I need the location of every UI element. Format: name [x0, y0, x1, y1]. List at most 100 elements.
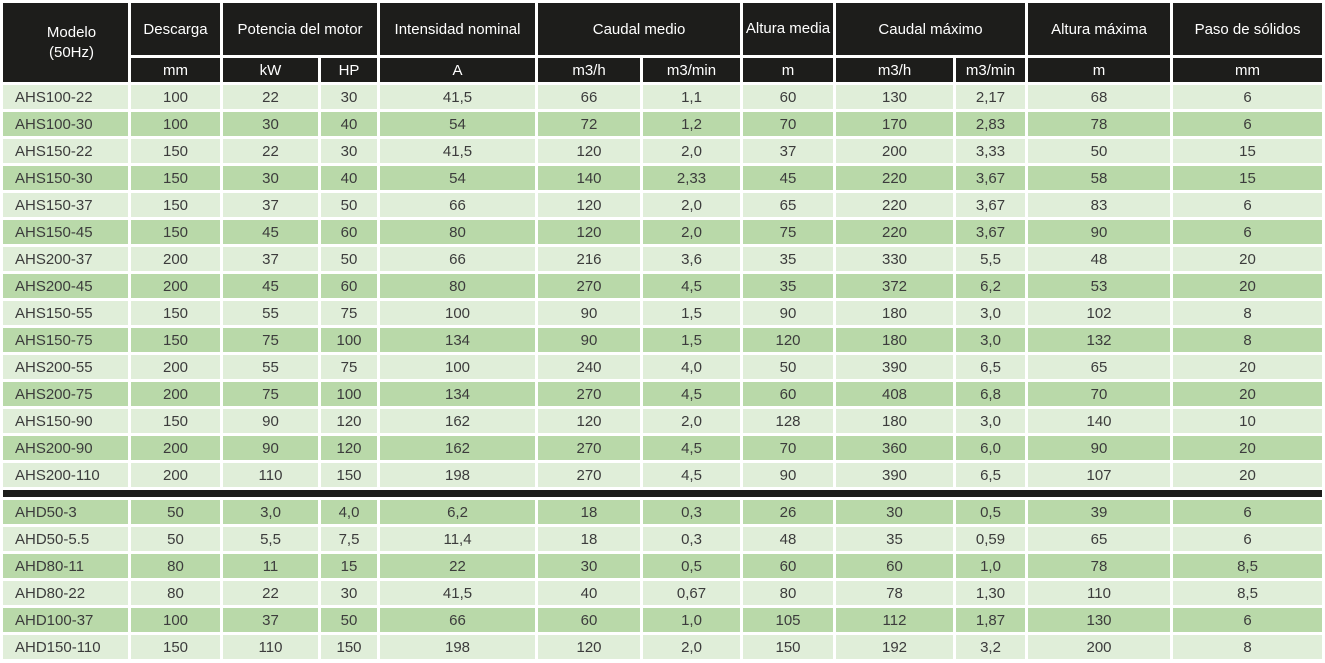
- value-cell: 35: [836, 527, 954, 551]
- header-group-row: Modelo (50Hz) Descarga Potencia del moto…: [3, 3, 1323, 82]
- value-cell: 150: [321, 635, 378, 659]
- unit-caudal-medio-m3min: m3/min: [643, 58, 741, 82]
- unit-altura-media-m: m: [743, 58, 834, 82]
- value-cell: 162: [380, 436, 536, 460]
- value-cell: 41,5: [380, 581, 536, 605]
- value-cell: 5,5: [223, 527, 318, 551]
- value-cell: 20: [1173, 436, 1323, 460]
- table-row: AHS150-30 150 30 40 54 140 2,33 45 220 3,67 58 15: [3, 166, 1323, 190]
- value-cell: 58: [1028, 166, 1171, 190]
- table-row: AHS150-22 150 22 30 41,5 120 2,0 37 200 3,33 50 15: [3, 139, 1323, 163]
- model-cell: AHS200-75: [3, 382, 128, 406]
- value-cell: 216: [538, 247, 641, 271]
- value-cell: 6: [1173, 220, 1323, 244]
- value-cell: 30: [321, 581, 378, 605]
- value-cell: 150: [131, 193, 220, 217]
- value-cell: 75: [743, 220, 834, 244]
- model-cell: AHD100-37: [3, 608, 128, 632]
- value-cell: 270: [538, 382, 641, 406]
- value-cell: 65: [1028, 527, 1171, 551]
- value-cell: 80: [743, 581, 834, 605]
- value-cell: 162: [380, 409, 536, 433]
- value-cell: 110: [1028, 581, 1171, 605]
- value-cell: 100: [131, 608, 220, 632]
- table-row: AHS150-45 150 45 60 80 120 2,0 75 220 3,67 90 6: [3, 220, 1323, 244]
- value-cell: 80: [380, 220, 536, 244]
- header-descarga: Descarga: [131, 3, 220, 55]
- value-cell: 220: [836, 166, 954, 190]
- value-cell: 1,2: [643, 112, 741, 136]
- value-cell: 4,5: [643, 463, 741, 487]
- value-cell: 78: [836, 581, 954, 605]
- table-row: AHD80-11 80 11 15 22 30 0,5 60 60 1,0 78 8,5: [3, 554, 1323, 578]
- unit-kw: kW: [223, 58, 318, 82]
- value-cell: 66: [380, 247, 536, 271]
- value-cell: 75: [223, 328, 318, 352]
- unit-caudal-maximo-m3min: m3/min: [956, 58, 1026, 82]
- value-cell: 390: [836, 355, 954, 379]
- table-row: AHS200-45 200 45 60 80 270 4,5 35 372 6,2 53 20: [3, 274, 1323, 298]
- model-cell: AHS150-90: [3, 409, 128, 433]
- value-cell: 8: [1173, 635, 1323, 659]
- model-cell: AHD150-110: [3, 635, 128, 659]
- value-cell: 72: [538, 112, 641, 136]
- value-cell: 134: [380, 328, 536, 352]
- header-altura-maxima: Altura máxima: [1028, 3, 1171, 55]
- value-cell: 120: [538, 409, 641, 433]
- value-cell: 110: [223, 463, 318, 487]
- value-cell: 3,6: [643, 247, 741, 271]
- value-cell: 100: [380, 301, 536, 325]
- value-cell: 26: [743, 500, 834, 524]
- value-cell: 3,67: [956, 220, 1026, 244]
- section-separator-bar: [3, 490, 1323, 497]
- value-cell: 200: [131, 355, 220, 379]
- value-cell: 130: [836, 85, 954, 109]
- value-cell: 30: [836, 500, 954, 524]
- value-cell: 2,0: [643, 139, 741, 163]
- value-cell: 90: [1028, 436, 1171, 460]
- value-cell: 6,5: [956, 355, 1026, 379]
- model-cell: AHS150-22: [3, 139, 128, 163]
- value-cell: 50: [743, 355, 834, 379]
- value-cell: 30: [538, 554, 641, 578]
- value-cell: 128: [743, 409, 834, 433]
- value-cell: 15: [321, 554, 378, 578]
- value-cell: 132: [1028, 328, 1171, 352]
- value-cell: 30: [223, 112, 318, 136]
- value-cell: 30: [223, 166, 318, 190]
- value-cell: 6: [1173, 500, 1323, 524]
- value-cell: 0,67: [643, 581, 741, 605]
- value-cell: 408: [836, 382, 954, 406]
- value-cell: 60: [538, 608, 641, 632]
- value-cell: 45: [743, 166, 834, 190]
- value-cell: 0,5: [643, 554, 741, 578]
- value-cell: 20: [1173, 382, 1323, 406]
- value-cell: 130: [1028, 608, 1171, 632]
- value-cell: 4,5: [643, 274, 741, 298]
- value-cell: 55: [223, 355, 318, 379]
- value-cell: 55: [223, 301, 318, 325]
- value-cell: 2,0: [643, 635, 741, 659]
- model-cell: AHS200-110: [3, 463, 128, 487]
- value-cell: 66: [380, 193, 536, 217]
- value-cell: 150: [131, 166, 220, 190]
- model-cell: AHS150-30: [3, 166, 128, 190]
- value-cell: 150: [131, 301, 220, 325]
- value-cell: 41,5: [380, 139, 536, 163]
- value-cell: 35: [743, 274, 834, 298]
- model-cell: AHD50-5.5: [3, 527, 128, 551]
- value-cell: 20: [1173, 247, 1323, 271]
- value-cell: 270: [538, 463, 641, 487]
- model-cell: AHS150-55: [3, 301, 128, 325]
- value-cell: 112: [836, 608, 954, 632]
- value-cell: 37: [223, 608, 318, 632]
- value-cell: 200: [131, 274, 220, 298]
- value-cell: 120: [538, 635, 641, 659]
- value-cell: 3,2: [956, 635, 1026, 659]
- value-cell: 53: [1028, 274, 1171, 298]
- value-cell: 8: [1173, 328, 1323, 352]
- value-cell: 0,3: [643, 500, 741, 524]
- value-cell: 6,2: [956, 274, 1026, 298]
- value-cell: 390: [836, 463, 954, 487]
- value-cell: 22: [223, 581, 318, 605]
